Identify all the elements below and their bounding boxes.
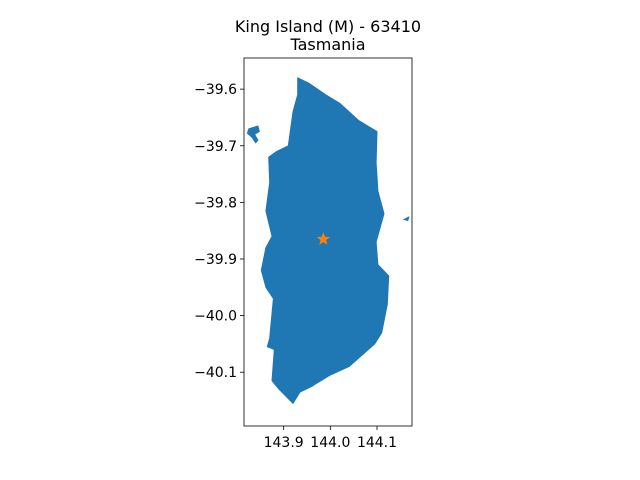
y-tick-label: −40.0 (194, 309, 237, 325)
centroid-star-marker (316, 232, 330, 245)
axes-frame (243, 57, 413, 427)
x-tick-label: 143.9 (264, 435, 304, 451)
plot-area (246, 77, 410, 404)
king-island-islet-east (402, 216, 410, 222)
map-title-line1: King Island (M) - 63410 (235, 17, 421, 36)
y-tick-label: −39.7 (194, 139, 237, 155)
x-tick-label: 144.0 (310, 435, 350, 451)
x-tick-label: 144.1 (357, 435, 397, 451)
y-tick-label: −40.1 (194, 365, 237, 381)
king-island-islet-west (246, 125, 260, 144)
y-tick-label: −39.9 (194, 252, 237, 268)
y-tick-label: −39.8 (194, 195, 237, 211)
y-axis: −39.6 −39.7 −39.8 −39.9 −40.0 −40.1 (194, 82, 244, 381)
x-axis: 143.9 144.0 144.1 (264, 426, 397, 451)
y-tick-label: −39.6 (194, 82, 237, 98)
map-title-line2: Tasmania (289, 35, 365, 54)
